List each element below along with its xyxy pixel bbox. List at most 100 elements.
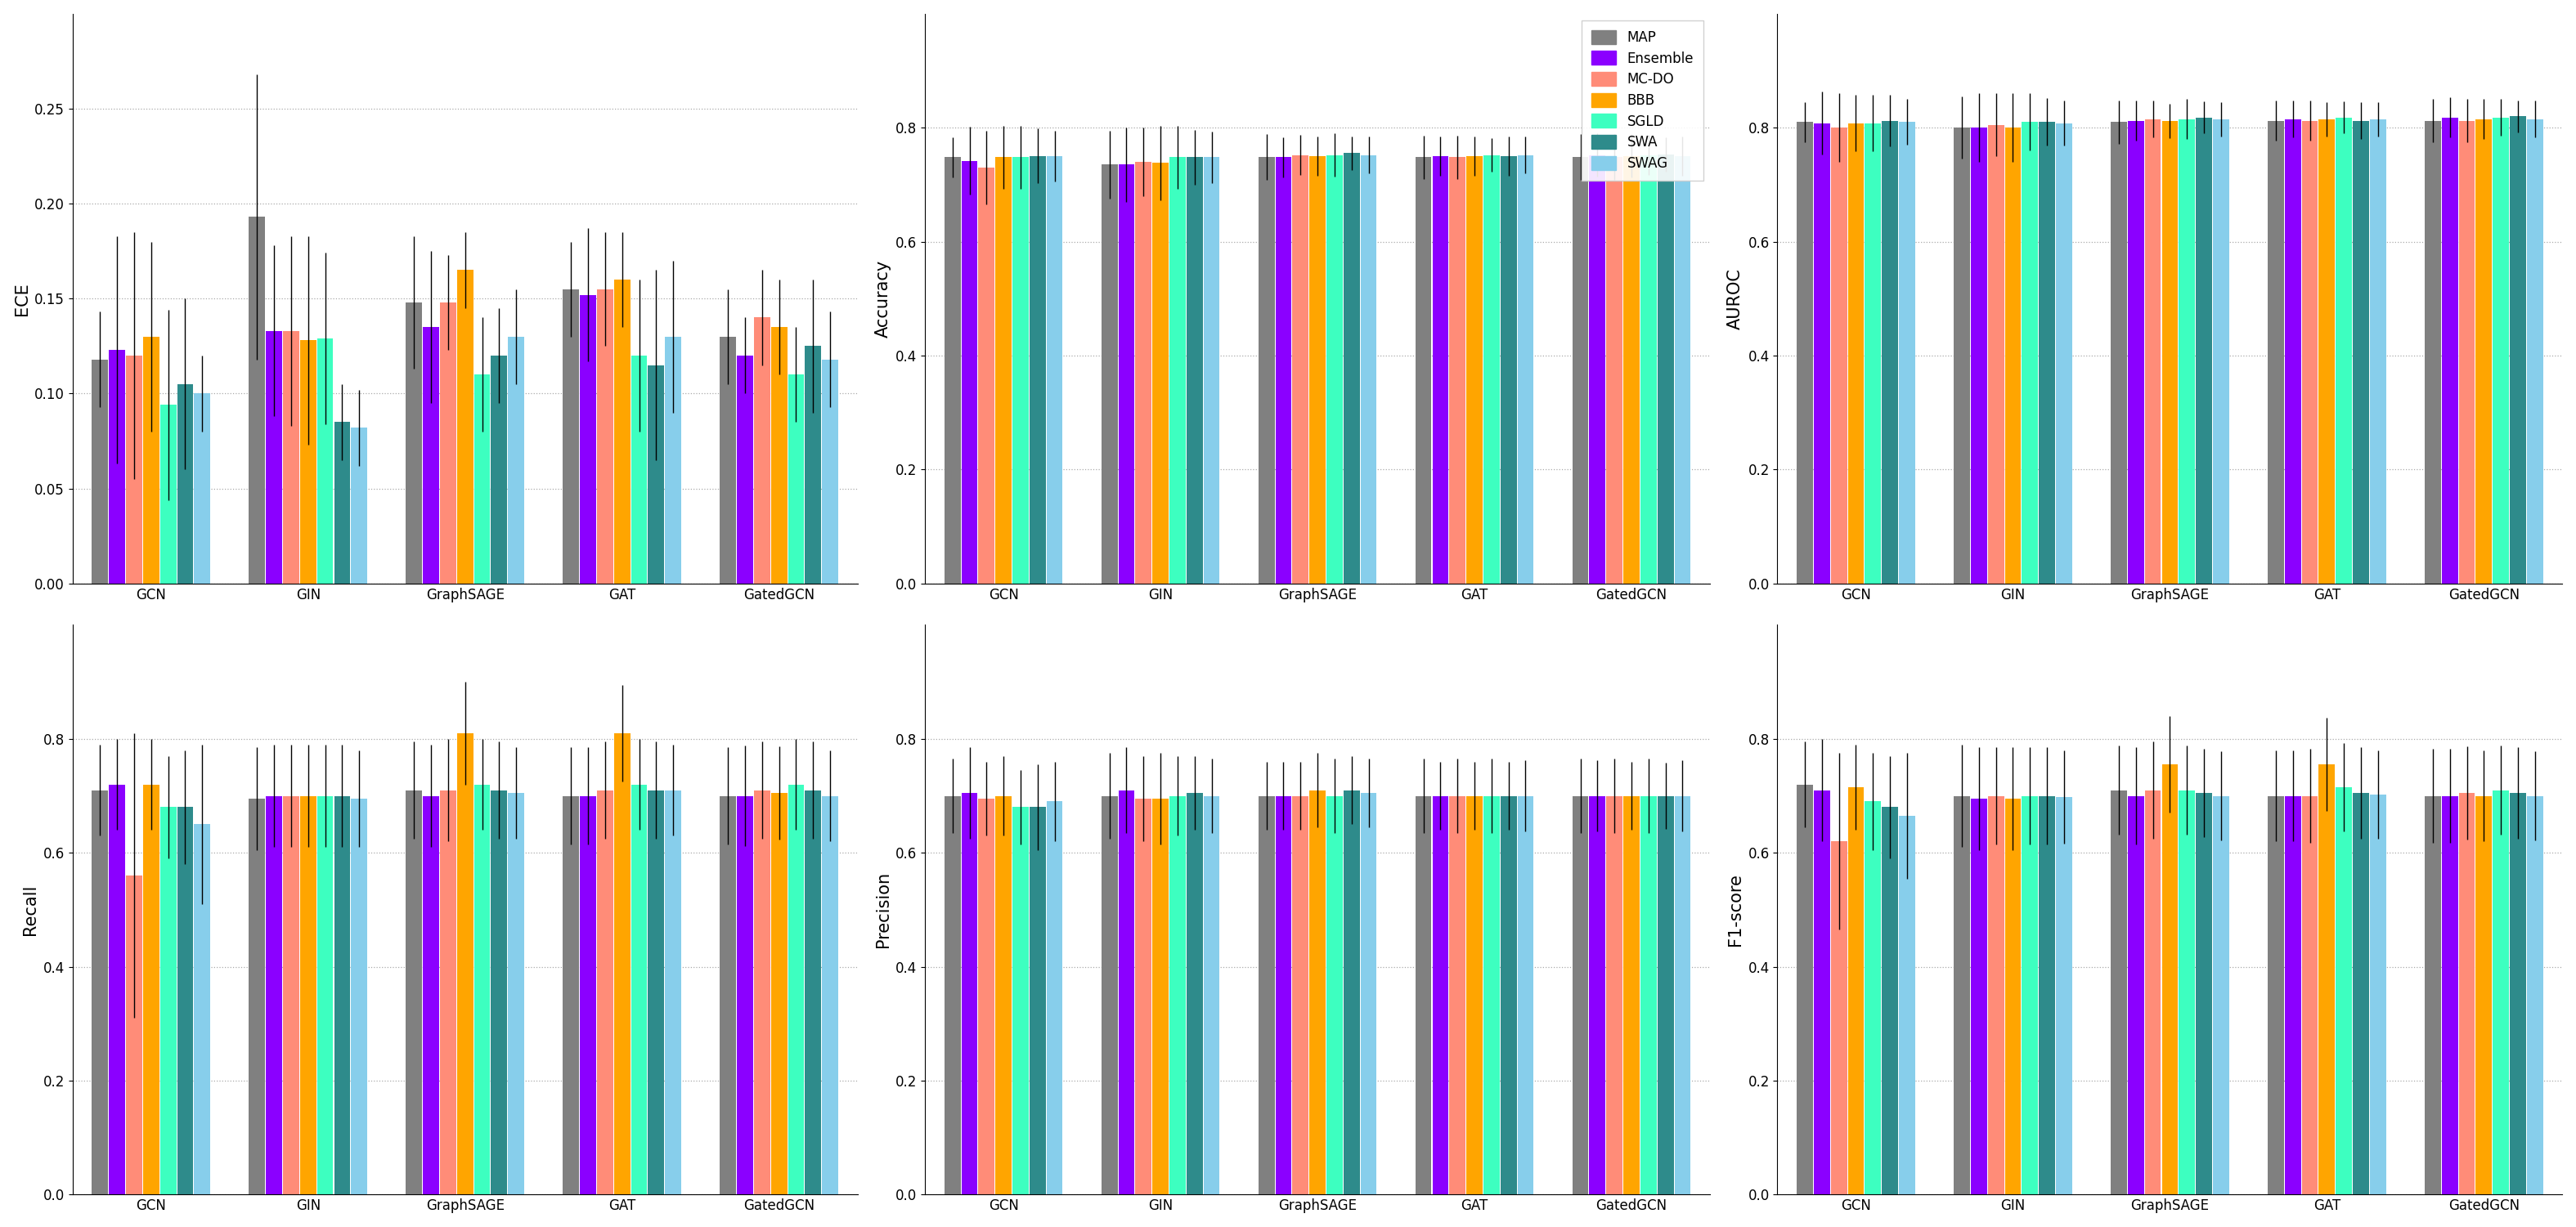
Bar	[2022, 121, 2038, 584]
Bar	[564, 290, 580, 584]
Bar	[144, 336, 160, 584]
Bar	[283, 331, 299, 584]
Bar	[1814, 790, 1829, 1195]
Bar	[2179, 119, 2195, 584]
Bar	[178, 807, 193, 1195]
Bar	[1151, 799, 1170, 1195]
Bar	[474, 784, 489, 1195]
Bar	[2161, 764, 2177, 1195]
Bar	[193, 394, 211, 584]
Bar	[1571, 796, 1589, 1195]
Bar	[422, 328, 438, 584]
Bar	[979, 799, 994, 1195]
Bar	[1589, 155, 1605, 584]
Y-axis label: ECE: ECE	[13, 282, 31, 315]
Bar	[440, 302, 456, 584]
Bar	[1865, 123, 1880, 584]
Bar	[1414, 157, 1432, 584]
Bar	[2527, 796, 2543, 1195]
Bar	[1170, 796, 1185, 1195]
Bar	[335, 422, 350, 584]
Bar	[2179, 790, 2195, 1195]
Bar	[1432, 796, 1448, 1195]
Bar	[422, 796, 438, 1195]
Bar	[1046, 801, 1064, 1195]
Y-axis label: AUROC: AUROC	[1726, 267, 1744, 329]
Bar	[2110, 790, 2128, 1195]
Bar	[1607, 796, 1623, 1195]
Bar	[2128, 796, 2143, 1195]
Bar	[737, 356, 752, 584]
Bar	[2195, 118, 2213, 584]
Bar	[945, 157, 961, 584]
Bar	[2527, 119, 2543, 584]
Bar	[961, 793, 976, 1195]
Bar	[283, 796, 299, 1195]
Bar	[737, 796, 752, 1195]
Bar	[1030, 807, 1046, 1195]
Bar	[108, 784, 126, 1195]
Bar	[806, 790, 822, 1195]
Bar	[507, 336, 526, 584]
Bar	[2004, 799, 2022, 1195]
Bar	[1847, 123, 1865, 584]
Bar	[1847, 788, 1865, 1195]
Bar	[649, 364, 665, 584]
Bar	[788, 374, 804, 584]
Bar	[299, 796, 317, 1195]
Bar	[1327, 155, 1342, 584]
Bar	[631, 784, 647, 1195]
Bar	[265, 331, 283, 584]
Bar	[1293, 796, 1309, 1195]
Bar	[961, 161, 976, 584]
Bar	[945, 796, 961, 1195]
Bar	[2267, 796, 2285, 1195]
Bar	[250, 799, 265, 1195]
Bar	[2494, 118, 2509, 584]
Bar	[178, 384, 193, 584]
Bar	[665, 790, 680, 1195]
Bar	[2022, 796, 2038, 1195]
Bar	[2146, 790, 2161, 1195]
Bar	[1188, 793, 1203, 1195]
Bar	[770, 328, 788, 584]
Bar	[1466, 796, 1484, 1195]
Bar	[492, 790, 507, 1195]
Bar	[2213, 796, 2228, 1195]
Bar	[1989, 796, 2004, 1195]
Bar	[1899, 816, 1914, 1195]
Bar	[1046, 156, 1064, 584]
Bar	[598, 790, 613, 1195]
Bar	[1275, 796, 1291, 1195]
Bar	[2476, 796, 2491, 1195]
Bar	[474, 374, 489, 584]
Bar	[1953, 128, 1971, 584]
Bar	[1971, 799, 1986, 1195]
Bar	[1798, 784, 1814, 1195]
Bar	[755, 318, 770, 584]
Bar	[193, 825, 211, 1195]
Bar	[1103, 796, 1118, 1195]
Bar	[1345, 153, 1360, 584]
Bar	[1971, 128, 1986, 584]
Bar	[806, 346, 822, 584]
Bar	[1203, 796, 1218, 1195]
Bar	[564, 796, 580, 1195]
Bar	[2370, 795, 2385, 1195]
Bar	[1414, 796, 1432, 1195]
Bar	[2285, 119, 2300, 584]
Bar	[1484, 155, 1499, 584]
Bar	[1571, 157, 1589, 584]
Bar	[2303, 120, 2318, 584]
Bar	[788, 784, 804, 1195]
Bar	[1989, 125, 2004, 584]
Bar	[1814, 123, 1829, 584]
Y-axis label: F1-score: F1-score	[1726, 874, 1744, 946]
Bar	[126, 876, 142, 1195]
Bar	[598, 290, 613, 584]
Bar	[2442, 118, 2458, 584]
Bar	[108, 350, 126, 584]
Bar	[1188, 157, 1203, 584]
Bar	[2336, 118, 2352, 584]
Bar	[317, 339, 332, 584]
